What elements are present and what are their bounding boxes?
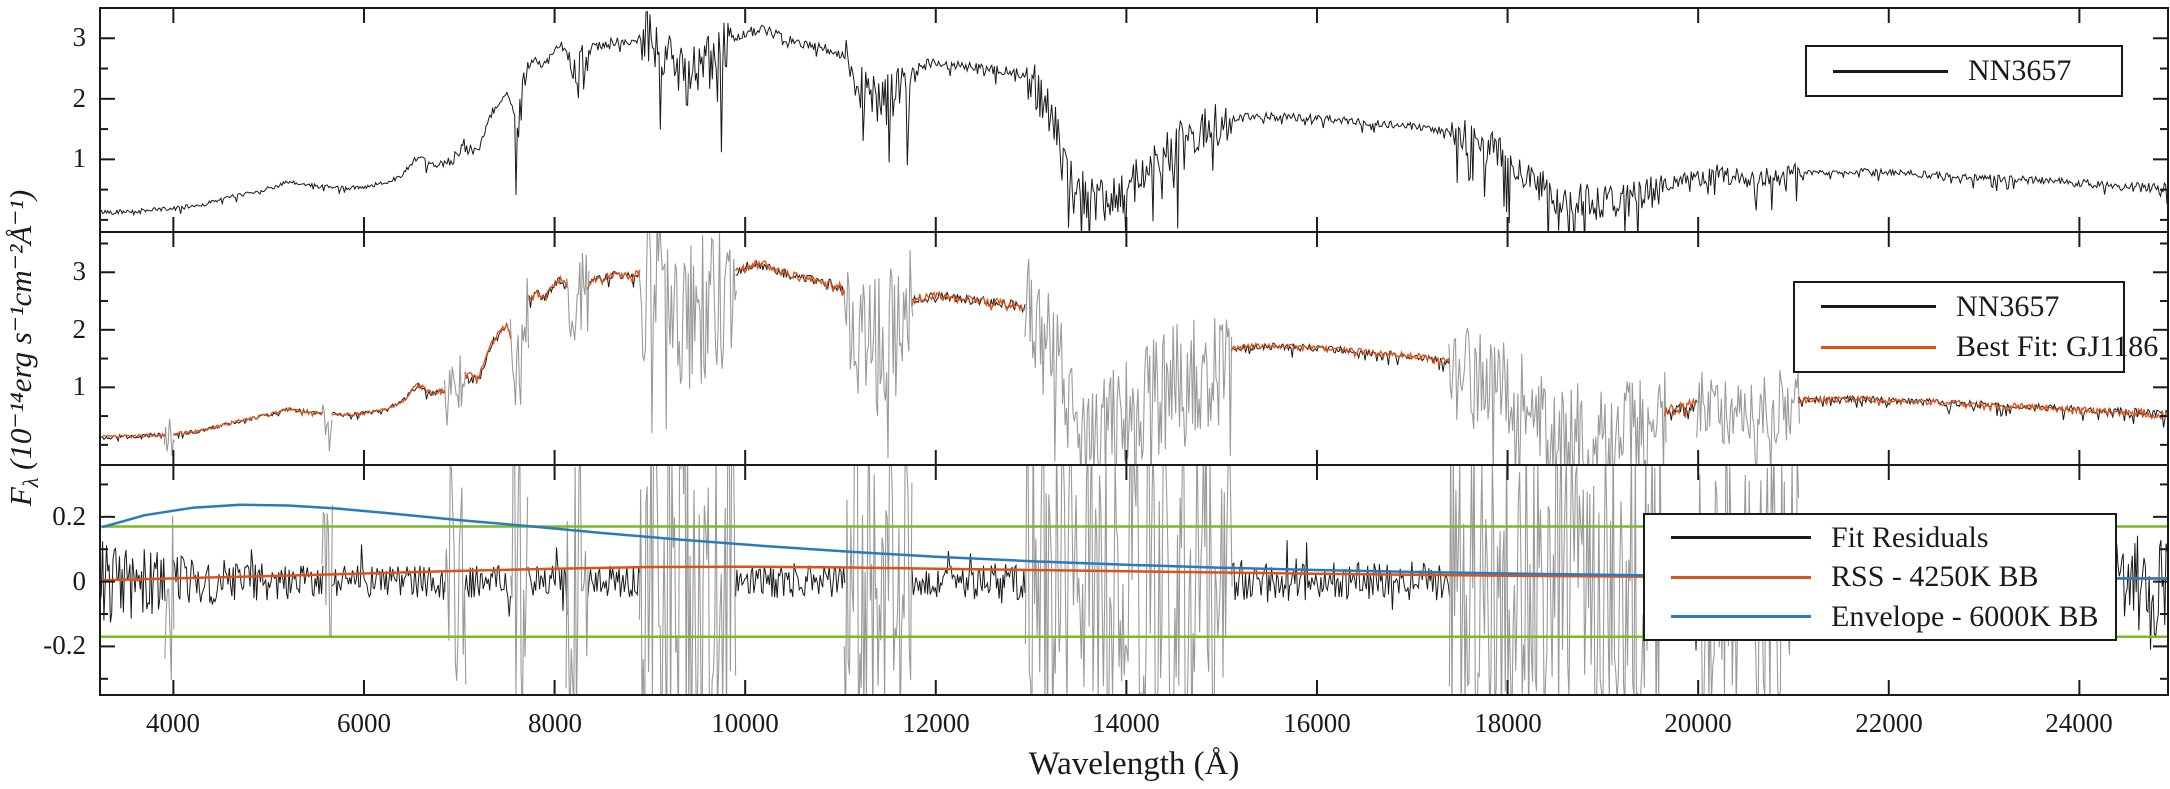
series-best-fit-gj1186 <box>527 274 568 302</box>
series-best-fit-gj1186 <box>587 269 641 289</box>
ylabel-subscript: λ <box>18 477 44 488</box>
series-best-fit-gj1186 <box>1664 397 1698 418</box>
series-masked-gray <box>443 355 466 426</box>
legend-label: RSS - 4250K BB <box>1831 560 2039 593</box>
legend-label: Best Fit: GJ1186 <box>1956 330 2159 364</box>
y-tick-label: 2 <box>72 83 87 113</box>
legend-line-sample <box>1671 615 1811 618</box>
legend-entry: Best Fit: GJ1186 <box>1795 330 2158 364</box>
series-nn3657-unmasked <box>331 381 445 421</box>
x-tick-label: 24000 <box>2045 708 2113 738</box>
series-best-fit-gj1186 <box>911 290 1026 312</box>
series-best-fit-gj1186 <box>1797 394 2168 421</box>
series-best-fit-gj1186 <box>1230 342 1451 368</box>
y-tick-label: 3 <box>72 256 87 286</box>
series-fit-residuals <box>100 541 166 623</box>
legend-label: Fit Residuals <box>1831 520 1989 554</box>
series-nn3657 <box>100 10 2168 232</box>
legend-best-fit: NN3657 Best Fit: GJ1186 <box>1793 281 2158 373</box>
legend-observed: NN3657 <box>1805 45 2123 97</box>
x-tick-label: 20000 <box>1664 708 1732 738</box>
panel-observed-data <box>100 10 2168 232</box>
series-fit-residuals <box>735 563 846 598</box>
x-tick-label: 16000 <box>1283 708 1351 738</box>
y-tick-label: 0 <box>72 566 87 596</box>
series-masked-gray <box>509 277 530 406</box>
series-residuals-masked-gray <box>565 465 589 695</box>
legend-residuals: Fit Residuals RSS - 4250K BB Envelope - 60… <box>1643 513 2117 641</box>
series-best-fit-gj1186 <box>735 259 846 296</box>
series-best-fit-gj1186 <box>173 406 324 437</box>
legend-line-sample <box>1671 575 1811 579</box>
series-fit-residuals <box>464 564 511 617</box>
series-best-fit-gj1186 <box>464 322 512 384</box>
series-residuals-masked-gray <box>843 465 913 695</box>
series-masked-gray <box>321 404 333 452</box>
y-tick-label: 3 <box>72 22 87 52</box>
x-tick-label: 22000 <box>1855 708 1923 738</box>
legend-entry: RSS - 4250K BB <box>1645 560 2115 594</box>
panel-background-observed <box>100 8 2168 232</box>
series-residuals-masked-gray <box>510 465 529 695</box>
series-masked-gray <box>638 232 737 434</box>
series-masked-gray <box>1448 328 1667 465</box>
series-masked-gray <box>564 252 590 341</box>
series-fit-residuals <box>587 565 641 598</box>
x-tick-label: 14000 <box>1092 708 1160 738</box>
series-nn3657-unmasked <box>911 290 1026 314</box>
x-tick-label: 8000 <box>528 708 582 738</box>
series-best-fit-gj1186 <box>331 382 446 420</box>
series-masked-gray <box>1696 370 1800 465</box>
series-residuals-masked-gray <box>1448 465 1666 695</box>
x-tick-label: 6000 <box>337 708 391 738</box>
x-tick-label: 10000 <box>711 708 779 738</box>
legend-label: NN3657 <box>1968 54 2072 87</box>
x-tick-label: 12000 <box>902 708 970 738</box>
legend-line-sample <box>1821 345 1936 349</box>
legend-line-sample <box>1671 536 1811 539</box>
series-nn3657-unmasked <box>527 276 568 308</box>
legend-entry: NN3657 <box>1795 290 2123 324</box>
y-tick-label: 1 <box>72 143 87 173</box>
series-fit-residuals <box>527 547 568 616</box>
y-tick-label: 0.2 <box>52 501 86 531</box>
legend-line-sample <box>1833 69 1948 73</box>
series-masked-gray <box>843 250 914 459</box>
legend-label: Envelope - 6000K BB <box>1831 599 2099 633</box>
legend-entry: NN3657 <box>1807 54 2121 88</box>
series-fit-residuals <box>331 544 446 600</box>
panel-spines-residuals <box>99 464 2169 696</box>
legend-label: NN3657 <box>1956 289 2060 323</box>
series-best-fit-gj1186 <box>100 432 166 440</box>
x-tick-label: 18000 <box>1474 708 1542 738</box>
legend-entry: Fit Residuals <box>1645 521 2115 555</box>
series-fit-residuals <box>1230 540 1451 610</box>
series-residuals-masked-gray <box>638 465 737 695</box>
series-masked-gray <box>163 418 176 457</box>
series-residuals-masked-gray <box>444 465 467 685</box>
x-tick-label: 4000 <box>146 708 200 738</box>
y-tick-label: 1 <box>72 371 87 401</box>
series-fit-residuals <box>172 549 324 605</box>
series-nn3657-unmasked <box>587 270 641 290</box>
legend-entry: Envelope - 6000K BB <box>1645 600 2115 634</box>
y-axis-label: Fλ (10⁻¹⁴erg s⁻¹cm⁻²Å⁻¹) <box>3 38 45 658</box>
series-residuals-masked-gray <box>164 515 175 681</box>
y-tick-label: -0.2 <box>43 630 86 660</box>
panel-best-fit-data <box>100 232 2168 465</box>
series-masked-gray <box>1024 259 1233 465</box>
y-tick-label: 2 <box>72 314 87 344</box>
x-axis-label: Wavelength (Å) <box>1028 746 1240 782</box>
legend-line-sample <box>1821 305 1936 309</box>
